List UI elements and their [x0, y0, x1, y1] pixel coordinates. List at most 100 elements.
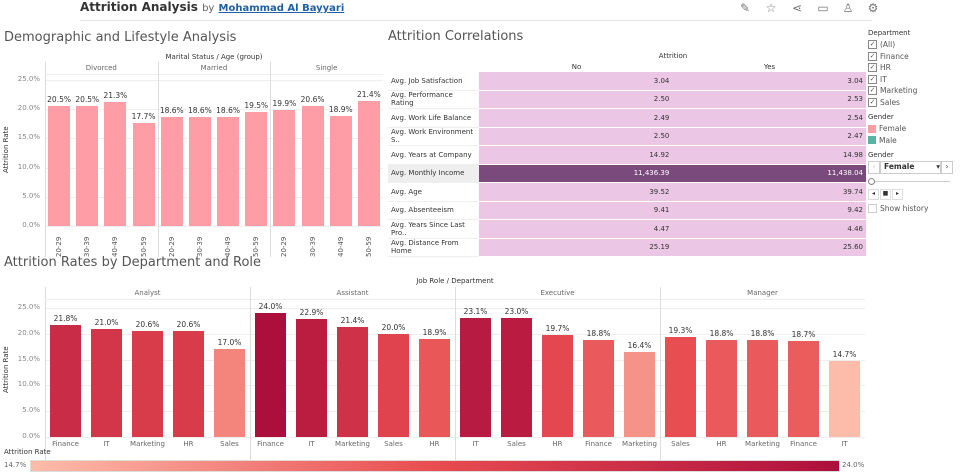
settings-icon[interactable]: ⚙ [867, 1, 879, 15]
x-tick-label: Sales [507, 440, 526, 448]
slider-handle[interactable] [868, 178, 875, 185]
bar[interactable] [623, 352, 656, 437]
gender-legend-item[interactable]: Male [868, 135, 958, 147]
row-label: Avg. Absenteeism [388, 201, 479, 220]
group-label: Divorced [85, 64, 117, 72]
bar[interactable] [828, 361, 861, 437]
table-cell: 14.98 [672, 145, 866, 165]
checkbox[interactable] [868, 204, 877, 214]
bar[interactable] [76, 106, 99, 226]
share-icon[interactable]: ⋖ [791, 1, 803, 15]
gender-label: Female [879, 124, 907, 134]
bar[interactable] [336, 326, 369, 437]
gender-value: Female [884, 162, 915, 171]
bar-value-label: 18.6% [159, 106, 184, 116]
bar[interactable] [301, 105, 324, 226]
bar[interactable] [213, 349, 246, 437]
department-checkbox[interactable]: ✓ HR [868, 62, 958, 74]
legend-min: 14.7% [4, 461, 27, 469]
table-cell: 9.42 [672, 201, 866, 220]
bar[interactable] [254, 313, 287, 437]
bar[interactable] [329, 115, 352, 226]
bar[interactable] [48, 106, 71, 226]
step-back-icon[interactable]: ◂ [868, 189, 879, 200]
row-label: Avg. Years at Company [388, 145, 479, 165]
table-row: Avg. Age 39.52 39.74 [388, 182, 866, 202]
checkbox-checked-icon[interactable]: ✓ [868, 97, 877, 107]
checkbox-checked-icon[interactable]: ✓ [868, 40, 877, 50]
gender-legend-item[interactable]: Female [868, 123, 958, 135]
bar-value-label: 20.5% [75, 95, 100, 105]
department-checkbox[interactable]: ✓ Finance [868, 51, 958, 63]
edit-icon[interactable]: ✎ [739, 1, 751, 15]
playback-controls: ◂ ■ ▸ [868, 189, 958, 200]
next-button[interactable]: › [941, 161, 953, 174]
bar[interactable] [459, 317, 492, 437]
bar[interactable] [131, 330, 164, 437]
y-tick-label: 15.0% [17, 133, 40, 142]
bar[interactable] [172, 330, 205, 437]
group-divider [270, 62, 272, 257]
bar-value-label: 20.6% [300, 94, 325, 104]
department-checkbox[interactable]: ✓ IT [868, 74, 958, 86]
bar[interactable] [160, 117, 183, 226]
bar[interactable] [664, 337, 697, 437]
axis-line [45, 62, 46, 257]
department-checkbox[interactable]: ✓ (All) [868, 39, 958, 51]
x-tick-label: IT [472, 440, 479, 448]
gender-slider[interactable] [868, 176, 958, 186]
table-row: Avg. Work Environment S.. 2.50 2.47 [388, 127, 866, 146]
bar[interactable] [295, 318, 328, 437]
bar[interactable] [541, 335, 574, 437]
checkbox-checked-icon[interactable]: ✓ [868, 86, 877, 96]
bar[interactable] [377, 333, 410, 437]
department-checkbox[interactable]: ✓ Marketing [868, 85, 958, 97]
gender-dropdown[interactable]: Female ▾ [880, 161, 941, 174]
bar[interactable] [787, 340, 820, 437]
author-link[interactable]: Mohammad Al Bayyari [218, 3, 345, 14]
bar[interactable] [273, 109, 296, 226]
bar[interactable] [705, 339, 738, 437]
table-cell: 25.19 [478, 238, 673, 257]
checkbox-checked-icon[interactable]: ✓ [868, 63, 877, 73]
bar-value-label: 18.8% [750, 328, 775, 338]
bar[interactable] [104, 101, 127, 226]
bar[interactable] [217, 117, 240, 226]
show-history-checkbox[interactable]: Show history [868, 203, 958, 215]
x-tick-label: IT [841, 440, 848, 448]
bar[interactable] [500, 318, 533, 437]
bar[interactable] [132, 122, 155, 226]
y-tick-label: 5.0% [22, 406, 40, 415]
bar-value-label: 20.5% [47, 95, 71, 105]
bar-value-label: 24.0% [258, 302, 283, 312]
bar[interactable] [357, 101, 380, 226]
bar[interactable] [49, 324, 82, 437]
y-tick-label: 25.0% [17, 75, 40, 83]
bar[interactable] [188, 117, 211, 226]
checkbox-checked-icon[interactable]: ✓ [868, 51, 877, 61]
department-checkbox[interactable]: ✓ Sales [868, 97, 958, 109]
bar[interactable] [746, 339, 779, 437]
title-text: Attrition Analysis [80, 0, 198, 14]
table-row: Avg. Performance Rating 2.50 2.53 [388, 90, 866, 109]
bar[interactable] [418, 339, 451, 437]
bar-value-label: 18.6% [216, 106, 240, 116]
bar[interactable] [90, 328, 123, 437]
subscribe-icon[interactable]: ♙ [842, 1, 854, 15]
prev-button[interactable]: ‹ [868, 161, 880, 174]
gender-filter-title: Gender [868, 151, 894, 159]
attrition-header: Attrition [658, 52, 688, 60]
row-label: Avg. Distance From Home [388, 238, 479, 257]
row-label: Avg. Age [388, 182, 479, 202]
play-icon[interactable]: ▸ [892, 189, 903, 200]
checkbox-checked-icon[interactable]: ✓ [868, 74, 877, 84]
bar[interactable] [582, 339, 615, 437]
bar[interactable] [245, 112, 268, 226]
bar-value-label: 18.9% [422, 328, 447, 338]
table-cell: 2.50 [478, 90, 673, 109]
comment-icon[interactable]: ▭ [817, 1, 829, 15]
star-icon[interactable]: ☆ [765, 1, 777, 15]
x-tick-label: Marketing [335, 440, 370, 448]
department-filter-title: Department [868, 29, 911, 37]
stop-icon[interactable]: ■ [880, 189, 891, 200]
